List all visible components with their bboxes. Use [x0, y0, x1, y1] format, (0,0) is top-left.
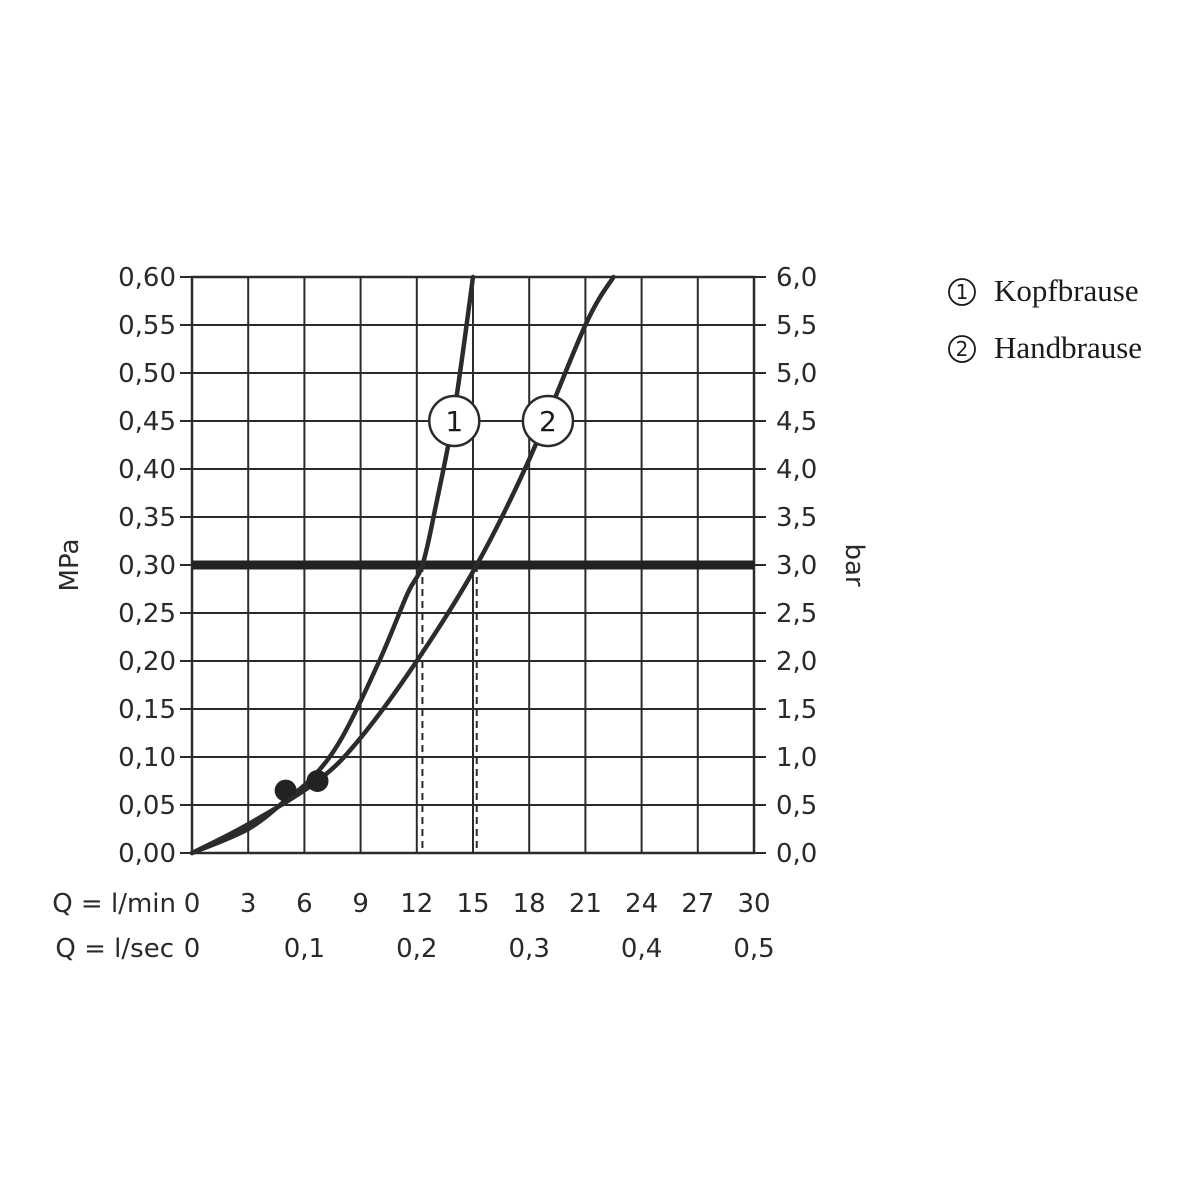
legend-symbol-2-number: 2 — [956, 337, 969, 361]
x-axis-secondary-unit-label: Q = l/sec — [55, 934, 174, 964]
x-tick-label: 15 — [456, 889, 489, 919]
y-tick-label-right: 0,0 — [776, 839, 817, 869]
legend-symbol-1 — [948, 278, 976, 306]
x-secondary-tick-label: 0,3 — [509, 934, 550, 964]
legend-symbol-1-number: 1 — [956, 280, 969, 304]
y-tick-label-right: 4,0 — [776, 455, 817, 485]
y-tick-label-right: 3,0 — [776, 551, 817, 581]
y-tick-label-left: 0,40 — [118, 455, 176, 485]
series-2-tag-label: 2 — [539, 405, 557, 438]
series-2-line — [189, 274, 616, 856]
x-tick-label: 27 — [681, 889, 714, 919]
y-tick-label-right: 4,5 — [776, 407, 817, 437]
series-2-tag-circle — [521, 394, 575, 448]
y-tick-label-right: 5,0 — [776, 359, 817, 389]
legend-symbol-2 — [948, 335, 976, 363]
y-tick-label-left: 0,05 — [118, 791, 176, 821]
y-tick-label-left: 0,00 — [118, 839, 176, 869]
y-tick-label-left: 0,25 — [118, 599, 176, 629]
x-tick-label: 6 — [296, 889, 313, 919]
x-tick-label: 24 — [625, 889, 658, 919]
x-secondary-tick-label: 0 — [184, 934, 201, 964]
legend-item-2: 2 Handbrause — [948, 330, 1142, 365]
x-secondary-tick-label: 0,4 — [621, 934, 662, 964]
y-tick-label-right: 2,5 — [776, 599, 817, 629]
x-tick-label: 21 — [569, 889, 602, 919]
y-tick-label-left: 0,50 — [118, 359, 176, 389]
y-tick-label-left: 0,30 — [118, 551, 176, 581]
y-tick-label-right: 2,0 — [776, 647, 817, 677]
x-axis-unit-label: Q = l/min — [52, 889, 176, 919]
y-tick-label-left: 0,45 — [118, 407, 176, 437]
y-tick-label-right: 5,5 — [776, 311, 817, 341]
legend-item-1: 1 Kopfbrause — [948, 273, 1139, 308]
y-tick-label-left: 0,10 — [118, 743, 176, 773]
series-1-tag-label: 1 — [445, 405, 463, 438]
y-tick-label-left: 0,20 — [118, 647, 176, 677]
y-tick-label-right: 6,0 — [776, 263, 817, 293]
y-tick-label-right: 1,0 — [776, 743, 817, 773]
series-2-marker — [306, 770, 329, 792]
x-secondary-tick-label: 0,1 — [284, 934, 325, 964]
x-tick-label: 3 — [240, 889, 257, 919]
x-secondary-tick-label: 0,2 — [396, 934, 437, 964]
x-tick-label: 12 — [400, 889, 433, 919]
y-tick-label-left: 0,55 — [118, 311, 176, 341]
y-tick-label-right: 3,5 — [776, 503, 817, 533]
y-tick-label-left: 0,15 — [118, 695, 176, 725]
series-1-marker — [274, 779, 297, 802]
tick-layer: 0 3 6 9 12 15 18 21 24 27 300 0,1 0,2 0,3 0,4 0,50,00 0,… — [118, 263, 817, 964]
legend-label-2: Handbrause — [994, 330, 1142, 365]
x-tick-label: 30 — [737, 889, 770, 919]
x-tick-label: 9 — [352, 889, 369, 919]
y-tick-label-right: 1,5 — [776, 695, 817, 725]
y-tick-label-left: 0,35 — [118, 503, 176, 533]
x-secondary-tick-label: 0,5 — [733, 934, 774, 964]
x-tick-label: 0 — [184, 889, 201, 919]
legend-label-1: Kopfbrause — [994, 273, 1139, 308]
y-axis-label-left: MPa — [55, 539, 85, 592]
legend: 1 Kopfbrause 2 Handbrause — [948, 273, 1142, 365]
series-1-tag-circle — [428, 394, 481, 448]
y-tick-label-left: 0,60 — [118, 263, 176, 293]
x-tick-label: 18 — [513, 889, 546, 919]
y-tick-label-right: 0,5 — [776, 791, 817, 821]
y-axis-label-right: bar — [839, 543, 869, 586]
